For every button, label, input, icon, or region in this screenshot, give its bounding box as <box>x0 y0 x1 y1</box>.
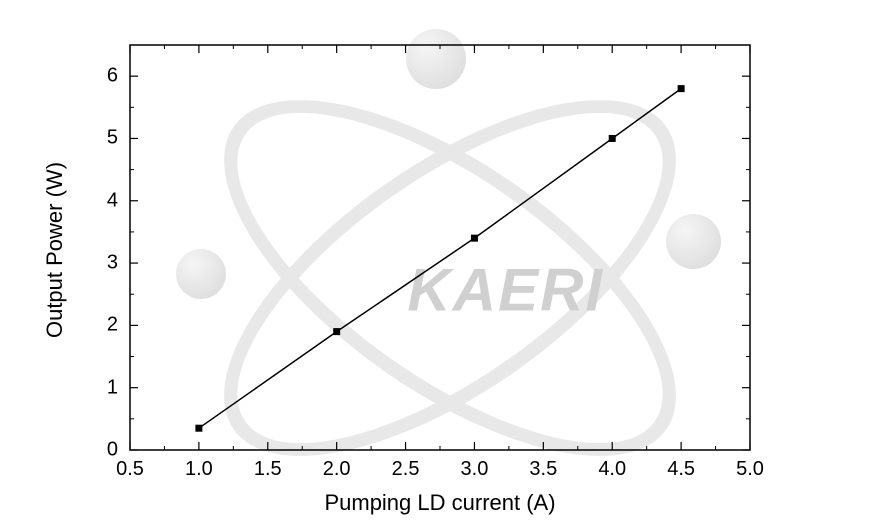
x-tick-label: 5.0 <box>736 458 764 481</box>
y-tick-label: 5 <box>107 127 118 150</box>
y-tick-label: 6 <box>107 65 118 88</box>
chart-svg <box>0 0 872 528</box>
x-tick-label: 3.0 <box>461 458 489 481</box>
y-tick-label: 3 <box>107 252 118 275</box>
x-tick-label: 1.0 <box>185 458 213 481</box>
y-axis-label: Output Power (W) <box>42 162 68 338</box>
x-tick-label: 4.5 <box>667 458 695 481</box>
x-tick-label: 0.5 <box>116 458 144 481</box>
x-tick-label: 4.0 <box>598 458 626 481</box>
y-tick-label: 2 <box>107 314 118 337</box>
x-tick-label: 2.0 <box>323 458 351 481</box>
x-tick-label: 1.5 <box>254 458 282 481</box>
y-tick-label: 4 <box>107 189 118 212</box>
x-tick-label: 2.5 <box>392 458 420 481</box>
y-tick-label: 0 <box>107 439 118 462</box>
x-axis-label: Pumping LD current (A) <box>324 490 555 516</box>
y-tick-label: 1 <box>107 376 118 399</box>
chart-container: KAERI Output Power (W) Pumping LD curren… <box>0 0 872 528</box>
x-tick-label: 3.5 <box>529 458 557 481</box>
